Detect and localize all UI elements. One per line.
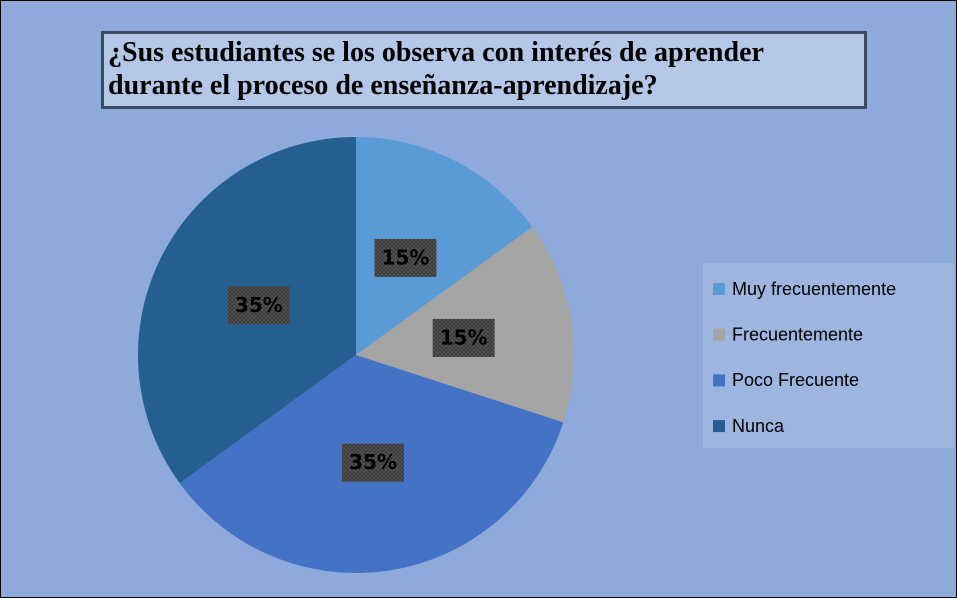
data-label-box (227, 286, 290, 325)
legend-label: Muy frecuentemente (732, 279, 896, 299)
legend-swatch (713, 420, 725, 433)
data-label-box (432, 318, 495, 357)
data-label: 35% (349, 450, 397, 474)
chart-title: ¿Sus estudiantes se los observa con inte… (101, 31, 867, 109)
legend-label: Nunca (732, 416, 785, 436)
legend-label: Frecuentemente (732, 324, 863, 344)
data-label-box (374, 238, 437, 277)
legend-swatch (713, 283, 725, 295)
legend-label: Poco Frecuente (732, 370, 859, 390)
data-label: 15% (382, 245, 430, 269)
pie-slice (356, 137, 533, 355)
legend-swatch (713, 374, 725, 387)
data-label: 35% (235, 293, 283, 317)
legend-box (703, 263, 954, 448)
data-label-box (342, 443, 405, 482)
data-label: 15% (440, 325, 488, 349)
legend-swatch (713, 328, 725, 341)
